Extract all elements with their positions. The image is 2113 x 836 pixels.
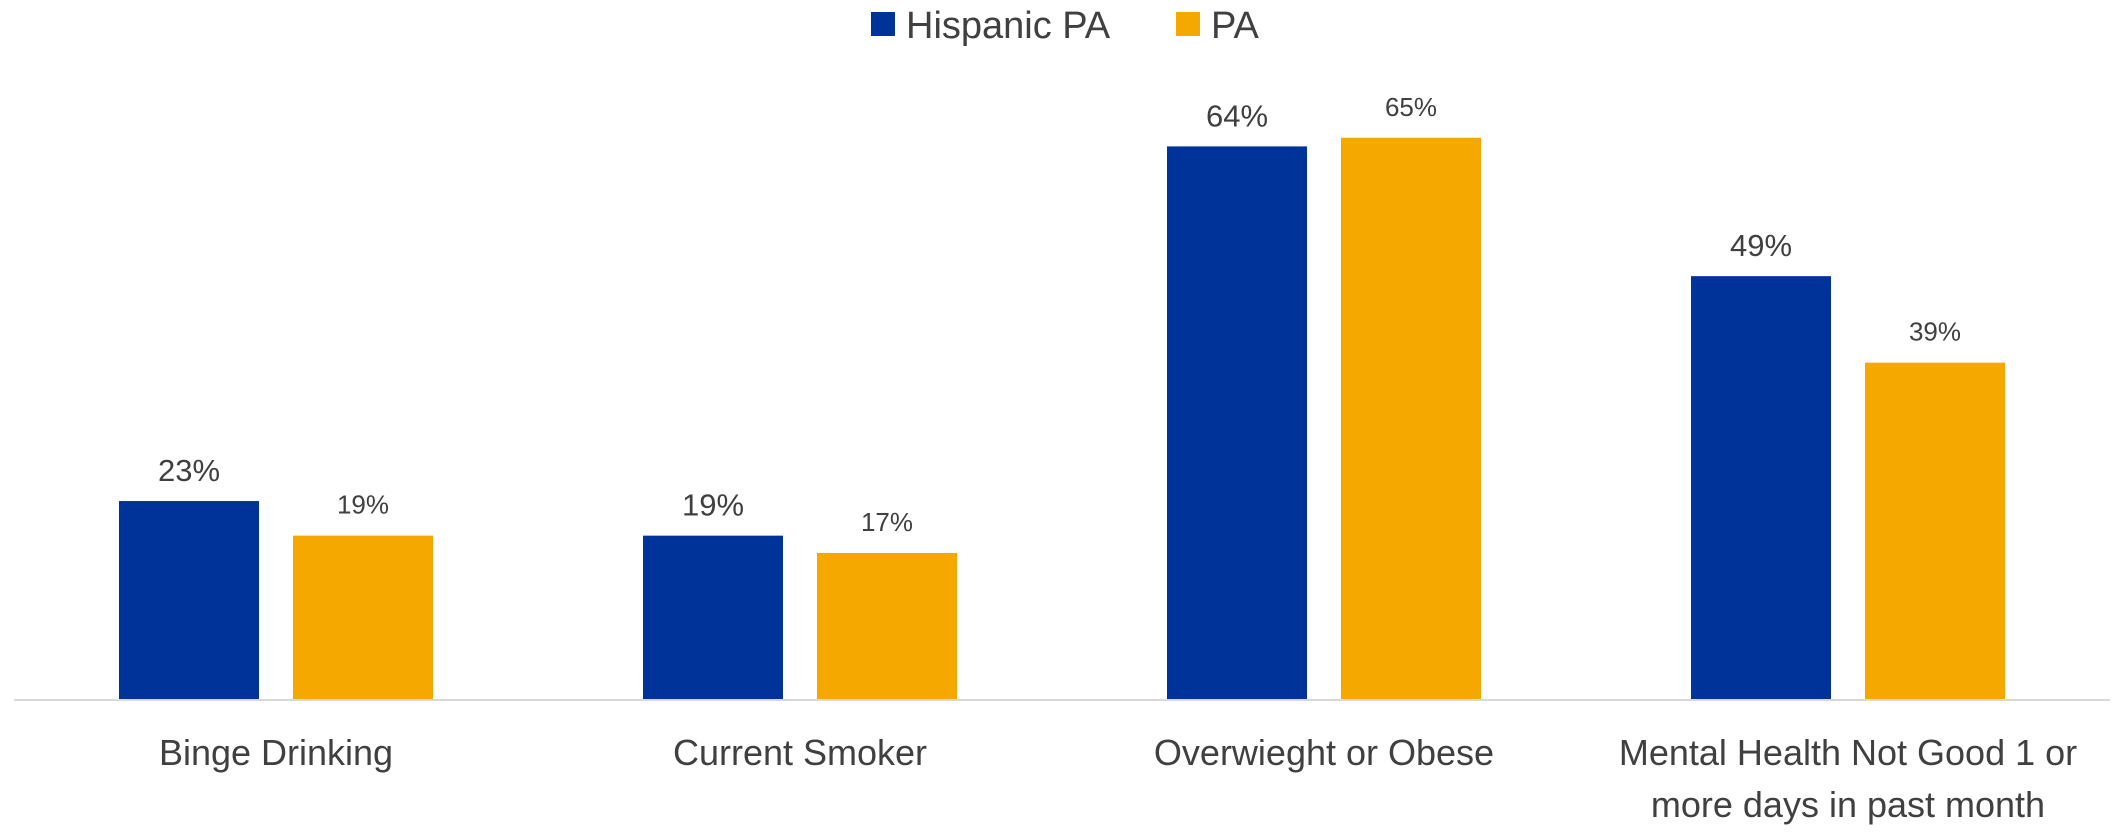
data-label-pa-overwieght-or-obese: 65%: [1385, 92, 1437, 122]
bar-pa-overwieght-or-obese: [1341, 137, 1481, 700]
bar-hispanic-pa-binge-drinking: [119, 501, 259, 700]
data-label-pa-binge-drinking: 19%: [337, 490, 389, 520]
legend-swatch-hispanic-pa: [871, 12, 895, 36]
legend: Hispanic PA PA: [871, 5, 1260, 47]
bar-hispanic-pa-current-smoker: [643, 535, 783, 700]
category-label-mental-health-not-good-1-or-more-days-in-past-month-line-2: more days in past month: [1651, 784, 2045, 825]
data-label-hispanic-pa-overwieght-or-obese: 64%: [1206, 98, 1268, 133]
category-label-current-smoker: Current Smoker: [673, 732, 927, 773]
bar-pa-mental-health-not-good-1-or-more-days-in-past-month: [1865, 362, 2005, 700]
legend-label-pa: PA: [1211, 5, 1260, 47]
bar-pa-current-smoker: [817, 552, 957, 700]
category-label-binge-drinking: Binge Drinking: [159, 732, 393, 773]
category-label-mental-health-not-good-1-or-more-days-in-past-month-line-1: Mental Health Not Good 1 or: [1619, 732, 2077, 773]
data-label-hispanic-pa-binge-drinking: 23%: [158, 453, 220, 488]
data-label-pa-mental-health-not-good-1-or-more-days-in-past-month: 39%: [1909, 317, 1961, 347]
data-label-hispanic-pa-current-smoker: 19%: [682, 488, 744, 523]
bar-hispanic-pa-mental-health-not-good-1-or-more-days-in-past-month: [1691, 276, 1831, 700]
legend-swatch-pa: [1176, 12, 1200, 36]
data-label-hispanic-pa-mental-health-not-good-1-or-more-days-in-past-month: 49%: [1730, 228, 1792, 263]
bars-group: [119, 137, 2005, 700]
category-labels-group: Binge Drinking Current Smoker Overwieght o…: [159, 732, 2077, 825]
bar-hispanic-pa-overwieght-or-obese: [1167, 146, 1307, 700]
category-label-overwieght-or-obese: Overwieght or Obese: [1154, 732, 1494, 773]
data-label-pa-current-smoker: 17%: [861, 507, 913, 537]
legend-label-hispanic-pa: Hispanic PA: [906, 5, 1111, 47]
value-labels-group: 23% 19% 19% 17% 64% 65% 49% 39%: [158, 92, 1961, 537]
bar-pa-binge-drinking: [293, 535, 433, 700]
